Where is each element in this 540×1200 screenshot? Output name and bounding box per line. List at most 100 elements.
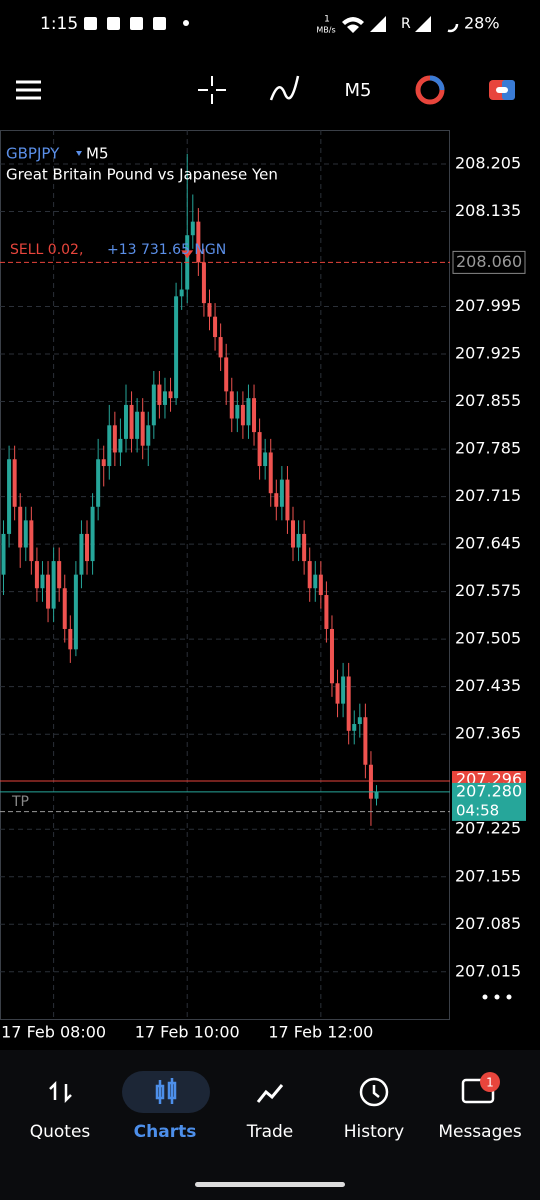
nav-active-pill bbox=[122, 1071, 210, 1113]
candle-body bbox=[329, 628, 334, 684]
candle-body bbox=[335, 683, 340, 704]
x-tick-label: 17 Feb 10:00 bbox=[135, 1023, 240, 1042]
candle-body bbox=[62, 588, 67, 629]
position-label: SELL 0.02, bbox=[10, 242, 83, 258]
candle-body bbox=[279, 479, 284, 507]
candle-body bbox=[268, 452, 273, 494]
candle-body bbox=[7, 459, 12, 534]
home-indicator bbox=[195, 1182, 345, 1187]
candle-body bbox=[90, 506, 95, 562]
tp-label: TP bbox=[11, 794, 29, 810]
y-tick-label: 207.995 bbox=[455, 296, 521, 315]
sell-marker bbox=[181, 250, 194, 259]
candle-body bbox=[318, 574, 323, 596]
candle-body bbox=[257, 432, 262, 467]
candle-body bbox=[213, 316, 218, 338]
candle-body bbox=[207, 303, 212, 317]
battery-icon bbox=[441, 15, 459, 33]
candle-body bbox=[224, 357, 229, 392]
y-tick-label: 207.015 bbox=[455, 961, 521, 980]
menu-button[interactable] bbox=[16, 80, 41, 100]
candle-body bbox=[291, 520, 296, 548]
more-button[interactable] bbox=[482, 994, 512, 1000]
candle-body bbox=[79, 533, 84, 575]
network-speed: 1 bbox=[324, 15, 330, 25]
candle-body bbox=[363, 717, 368, 765]
timeframe-button[interactable]: M5 bbox=[345, 80, 372, 101]
y-tick-label: 207.575 bbox=[455, 581, 521, 600]
y-tick-label: 207.435 bbox=[455, 676, 521, 695]
candle-body bbox=[296, 533, 301, 548]
candle-body bbox=[174, 296, 179, 399]
y-tick-label: 207.645 bbox=[455, 534, 521, 553]
candle-body bbox=[151, 384, 156, 426]
objects-button[interactable] bbox=[415, 75, 445, 105]
chart: 208.205 208.135 207.995 207.925 207.855 207.7… bbox=[0, 130, 526, 1042]
trade-icon[interactable] bbox=[256, 1084, 284, 1103]
y-tick-label: 207.925 bbox=[455, 344, 521, 363]
candle-body bbox=[324, 595, 329, 629]
y-tick-label: 207.225 bbox=[455, 819, 521, 838]
y-tick-label: 207.155 bbox=[455, 866, 521, 885]
symbol[interactable]: GBPJPY bbox=[6, 145, 60, 163]
candle-body bbox=[18, 506, 23, 548]
crosshair-button[interactable] bbox=[198, 76, 226, 104]
candle-body bbox=[218, 337, 223, 358]
candle-body bbox=[118, 438, 123, 453]
candle-body bbox=[252, 398, 257, 433]
y-tick-label: 207.855 bbox=[455, 391, 521, 410]
candle-body bbox=[341, 676, 346, 704]
status-time: 1:15 bbox=[40, 14, 78, 34]
nav-bar bbox=[0, 1050, 540, 1200]
messages-badge: 1 bbox=[486, 1076, 494, 1090]
candle-body bbox=[135, 411, 140, 439]
candle-body bbox=[285, 479, 290, 521]
status-icons bbox=[84, 16, 431, 33]
candle-body bbox=[46, 574, 51, 609]
candle-body bbox=[29, 520, 34, 562]
y-tick-label: 207.085 bbox=[455, 914, 521, 933]
candle-body bbox=[274, 493, 279, 507]
candle-body bbox=[313, 574, 318, 589]
y-tick-label: 207.365 bbox=[455, 724, 521, 743]
nav-charts[interactable]: Charts bbox=[134, 1122, 197, 1142]
position-price: 208.060 bbox=[456, 252, 522, 271]
quotes-icon[interactable] bbox=[49, 1080, 72, 1104]
candle-body bbox=[368, 764, 373, 799]
candle-body bbox=[23, 520, 28, 548]
candle-body bbox=[157, 384, 162, 405]
x-tick-label: 17 Feb 12:00 bbox=[268, 1023, 373, 1042]
candle-body bbox=[235, 404, 240, 419]
y-tick-label: 208.135 bbox=[455, 201, 521, 220]
nav-history[interactable]: History bbox=[344, 1122, 404, 1142]
charts-icon[interactable] bbox=[155, 1078, 177, 1104]
ask-price: 207.280 bbox=[456, 781, 522, 800]
candle-body bbox=[357, 717, 362, 725]
candle-body bbox=[162, 391, 167, 405]
symbol-dropdown[interactable] bbox=[76, 151, 82, 156]
candle-body bbox=[246, 398, 251, 426]
candle-body bbox=[112, 425, 117, 453]
nav-messages[interactable]: Messages bbox=[438, 1122, 522, 1142]
nav-quotes[interactable]: Quotes bbox=[30, 1122, 91, 1142]
candle-body bbox=[73, 574, 78, 650]
chart-timeframe: M5 bbox=[86, 145, 109, 163]
history-icon[interactable] bbox=[359, 1077, 389, 1107]
candle-body bbox=[146, 425, 151, 446]
network-unit: MB/s bbox=[316, 26, 335, 35]
indicators-button[interactable] bbox=[269, 75, 300, 101]
candle-body bbox=[307, 561, 312, 589]
position-price-box bbox=[452, 250, 526, 274]
candle-body bbox=[196, 221, 201, 263]
candle-body bbox=[168, 391, 173, 399]
messages-icon[interactable] bbox=[461, 1072, 500, 1104]
candle-body bbox=[179, 289, 184, 297]
candle-body bbox=[346, 676, 351, 731]
trade-button[interactable] bbox=[489, 80, 515, 100]
candle-body bbox=[140, 411, 145, 446]
chart-frame bbox=[0, 130, 450, 1020]
candle-body bbox=[1, 533, 6, 575]
nav-trade[interactable]: Trade bbox=[246, 1122, 294, 1142]
battery: 28% bbox=[464, 14, 500, 33]
